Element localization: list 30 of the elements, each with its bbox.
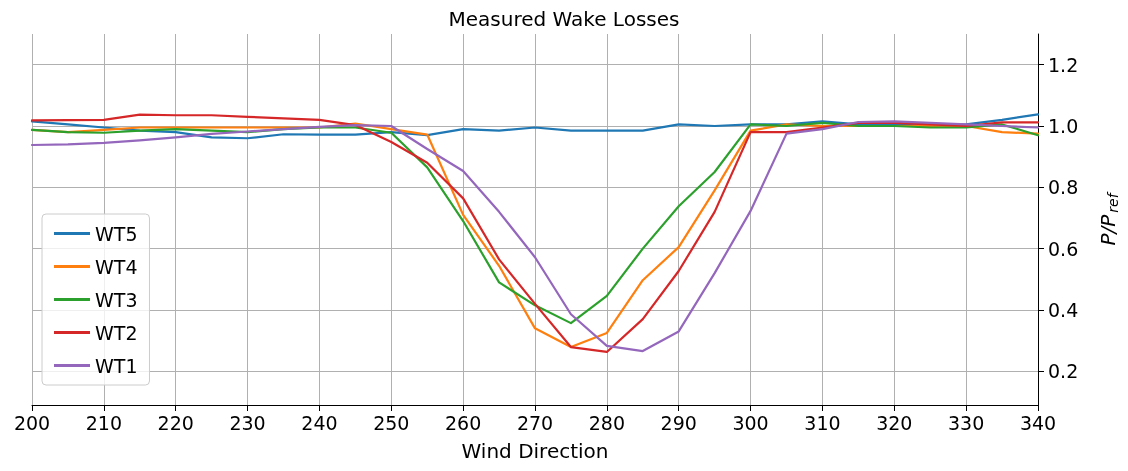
x-tick-label: 320: [876, 411, 913, 434]
x-tick-label: 230: [229, 411, 266, 434]
legend-label: WT1: [95, 354, 138, 377]
y-tick-label: 0.2: [1048, 360, 1079, 383]
y-tick-label: 1.0: [1048, 114, 1079, 137]
x-tick-label: 310: [804, 411, 841, 434]
x-tick-label: 280: [588, 411, 625, 434]
legend-label: WT4: [95, 255, 138, 278]
x-tick-label: 250: [373, 411, 410, 434]
x-tick-label: 260: [445, 411, 482, 434]
x-tick-label: 300: [732, 411, 769, 434]
x-axis-title: Wind Direction: [461, 439, 609, 463]
legend-label: WT5: [95, 222, 138, 245]
legend-label: WT3: [95, 288, 138, 311]
y-tick-label: 0.8: [1048, 176, 1079, 199]
x-tick-label: 340: [1019, 411, 1057, 434]
y-tick-label: 0.4: [1048, 298, 1079, 321]
legend-label: WT2: [95, 321, 138, 344]
x-tick-label: 270: [516, 411, 554, 434]
y-tick-label: 1.2: [1048, 53, 1079, 76]
line-series: [30, 113, 1040, 140]
x-tick-label: 290: [660, 411, 697, 434]
x-tick-label: 210: [85, 411, 122, 434]
x-tick-label: 200: [13, 411, 51, 434]
x-tick-label: 330: [948, 411, 985, 434]
x-tick-label: 220: [157, 411, 194, 434]
chart-title: Measured Wake Losses: [448, 7, 680, 31]
y-axis-title: P/Pref: [1096, 191, 1121, 246]
x-tick-label: 240: [301, 411, 338, 434]
y-tick-label: 0.6: [1048, 237, 1079, 260]
